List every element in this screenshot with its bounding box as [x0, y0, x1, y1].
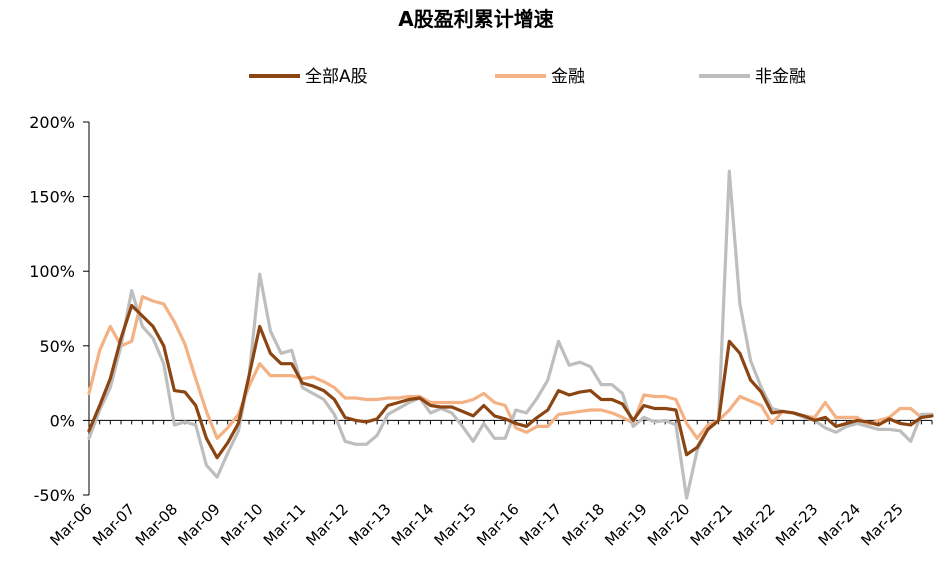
y-tick-label: 0%: [50, 411, 75, 430]
x-tick-label: Mar-10: [217, 500, 266, 549]
x-tick-label: Mar-14: [388, 500, 437, 549]
x-tick-label: Mar-22: [729, 500, 778, 549]
x-tick-label: Mar-11: [260, 500, 309, 549]
y-tick-label: 100%: [29, 262, 75, 281]
axes: 200%150%100%50%0%-50%Mar-06Mar-07Mar-08M…: [29, 113, 933, 549]
y-tick-label: 50%: [39, 337, 75, 356]
x-tick-label: Mar-23: [772, 500, 821, 549]
x-tick-label: Mar-06: [46, 500, 95, 549]
x-tick-label: Mar-15: [431, 500, 480, 549]
legend-label-2: 非金融: [755, 67, 806, 87]
x-tick-label: Mar-20: [644, 500, 693, 549]
y-tick-label: -50%: [34, 486, 75, 505]
chart-title: A股盈利累计增速: [398, 7, 553, 31]
series-line-2: [87, 169, 934, 500]
x-tick-label: Mar-24: [815, 500, 864, 549]
series-group: [87, 169, 934, 500]
x-tick-label: Mar-16: [473, 500, 522, 549]
x-tick-label: Mar-09: [174, 500, 223, 549]
x-tick-label: Mar-19: [601, 500, 650, 549]
legend-label-0: 全部A股: [305, 67, 368, 87]
x-tick-label: Mar-25: [857, 500, 906, 549]
x-tick-label: Mar-13: [345, 500, 394, 549]
legend-label-1: 金融: [551, 67, 585, 87]
x-tick-label: Mar-18: [559, 500, 608, 549]
y-tick-label: 200%: [29, 113, 75, 132]
x-tick-label: Mar-08: [132, 500, 181, 549]
series-line-0: [87, 303, 934, 460]
x-tick-label: Mar-17: [516, 500, 565, 549]
x-tick-label: Mar-12: [303, 500, 352, 549]
legend: 全部A股 金融 非金融: [249, 67, 806, 87]
x-tick-label: Mar-07: [89, 500, 138, 549]
y-tick-label: 150%: [29, 188, 75, 207]
x-tick-label: Mar-21: [687, 500, 736, 549]
